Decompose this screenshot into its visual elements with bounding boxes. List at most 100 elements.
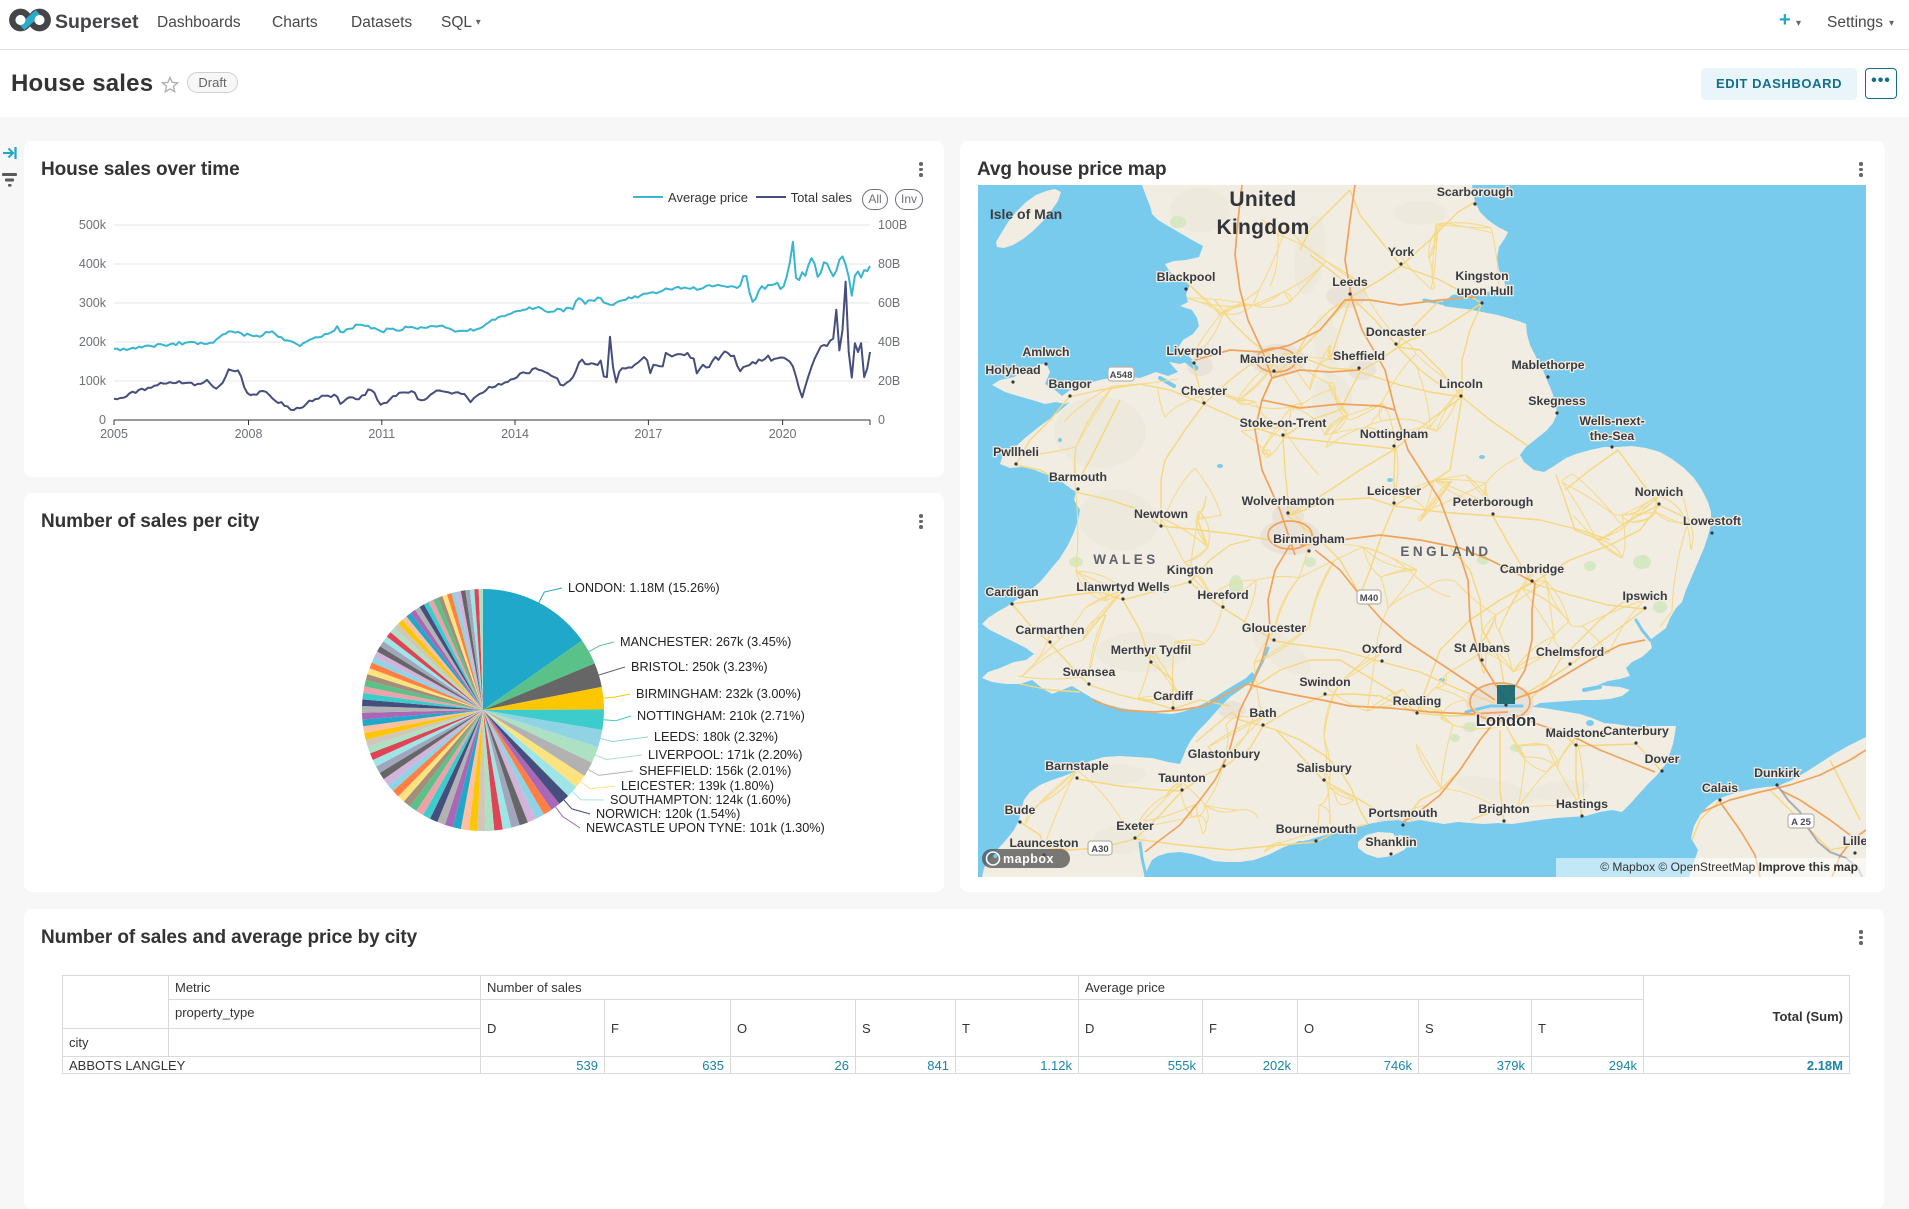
svg-text:Newtown: Newtown — [1134, 507, 1188, 521]
svg-text:Sheffield: Sheffield — [1333, 349, 1385, 363]
svg-text:ENGLAND: ENGLAND — [1400, 544, 1491, 559]
svg-text:Barnstaple: Barnstaple — [1045, 759, 1109, 773]
svg-text:Swansea: Swansea — [1063, 665, 1116, 679]
svg-text:Stoke-on-Trent: Stoke-on-Trent — [1240, 416, 1327, 430]
svg-text:NOTTINGHAM: 210k (2.71%): NOTTINGHAM: 210k (2.71%) — [637, 709, 805, 723]
svg-text:Kington: Kington — [1167, 563, 1213, 577]
svg-text:Liverpool: Liverpool — [1166, 344, 1221, 358]
svg-text:LONDON: 1.18M (15.26%): LONDON: 1.18M (15.26%) — [568, 581, 720, 595]
svg-text:MANCHESTER: 267k (3.45%): MANCHESTER: 267k (3.45%) — [620, 635, 791, 649]
svg-text:Merthyr Tydfil: Merthyr Tydfil — [1111, 643, 1191, 657]
svg-text:Oxford: Oxford — [1362, 642, 1402, 656]
svg-text:Hereford: Hereford — [1197, 588, 1248, 602]
svg-text:2011: 2011 — [368, 427, 395, 441]
svg-text:Barmouth: Barmouth — [1049, 470, 1107, 484]
svg-text:Lille: Lille — [1843, 834, 1866, 848]
svg-text:Manchester: Manchester — [1240, 352, 1309, 366]
svg-text:Isle of Man: Isle of Man — [990, 206, 1062, 222]
svg-text:Chelmsford: Chelmsford — [1536, 645, 1604, 659]
svg-text:400k: 400k — [79, 257, 107, 271]
svg-text:Lowestoft: Lowestoft — [1683, 514, 1741, 528]
svg-text:Exeter: Exeter — [1116, 819, 1154, 833]
svg-text:Launceston: Launceston — [1009, 836, 1078, 850]
svg-text:Bournemouth: Bournemouth — [1276, 822, 1357, 836]
svg-text:the-Sea: the-Sea — [1590, 429, 1635, 443]
svg-text:LIVERPOOL: 171k (2.20%): LIVERPOOL: 171k (2.20%) — [648, 748, 802, 762]
svg-text:Mablethorpe: Mablethorpe — [1511, 358, 1584, 372]
svg-text:Leeds: Leeds — [1332, 275, 1368, 289]
svg-text:80B: 80B — [878, 257, 900, 271]
svg-text:Swindon: Swindon — [1299, 675, 1350, 689]
svg-text:© Mapbox © OpenStreetMap Impro: © Mapbox © OpenStreetMap Improve this ma… — [1600, 860, 1858, 874]
svg-text:2020: 2020 — [769, 427, 797, 441]
svg-text:London: London — [1476, 712, 1536, 730]
svg-text:NEWCASTLE UPON TYNE: 101k (1.3: NEWCASTLE UPON TYNE: 101k (1.30%) — [586, 821, 825, 835]
svg-text:Holyhead: Holyhead — [985, 363, 1040, 377]
svg-text:Portsmouth: Portsmouth — [1369, 806, 1438, 820]
svg-text:BRISTOL: 250k (3.23%): BRISTOL: 250k (3.23%) — [631, 660, 768, 674]
svg-text:Skegness: Skegness — [1528, 394, 1586, 408]
svg-text:Bangor: Bangor — [1048, 377, 1091, 391]
svg-text:M40: M40 — [1360, 593, 1378, 604]
svg-text:0: 0 — [99, 413, 106, 427]
svg-text:Scarborough: Scarborough — [1437, 185, 1514, 199]
svg-text:York: York — [1388, 245, 1415, 259]
svg-text:mapbox: mapbox — [1003, 852, 1054, 866]
svg-text:Bude: Bude — [1005, 803, 1036, 817]
svg-text:Birmingham: Birmingham — [1273, 532, 1345, 546]
svg-text:Hastings: Hastings — [1556, 797, 1608, 811]
svg-text:A 25: A 25 — [1791, 817, 1811, 828]
svg-text:SHEFFIELD: 156k (2.01%): SHEFFIELD: 156k (2.01%) — [639, 764, 791, 778]
svg-text:Gloucester: Gloucester — [1242, 621, 1306, 635]
svg-text:100B: 100B — [878, 218, 907, 232]
svg-text:Nottingham: Nottingham — [1360, 427, 1428, 441]
svg-text:300k: 300k — [79, 296, 107, 310]
svg-text:0: 0 — [878, 413, 885, 427]
svg-text:Amlwch: Amlwch — [1022, 345, 1069, 359]
svg-text:2017: 2017 — [634, 427, 662, 441]
svg-text:100k: 100k — [79, 374, 107, 388]
svg-text:Brighton: Brighton — [1478, 802, 1529, 816]
svg-text:Blackpool: Blackpool — [1157, 270, 1216, 284]
svg-text:Llanwrtyd Wells: Llanwrtyd Wells — [1076, 580, 1170, 594]
svg-text:Norwich: Norwich — [1635, 485, 1684, 499]
svg-text:Dunkirk: Dunkirk — [1754, 766, 1800, 780]
svg-text:Taunton: Taunton — [1158, 771, 1206, 785]
svg-text:NORWICH: 120k (1.54%): NORWICH: 120k (1.54%) — [596, 807, 740, 821]
svg-text:A30: A30 — [1091, 844, 1108, 855]
svg-text:Cambridge: Cambridge — [1500, 562, 1564, 576]
svg-text:Maidstone: Maidstone — [1546, 726, 1607, 740]
svg-text:20B: 20B — [878, 374, 900, 388]
svg-text:200k: 200k — [79, 335, 107, 349]
svg-text:Kingston: Kingston — [1455, 269, 1508, 283]
svg-text:Canterbury: Canterbury — [1603, 724, 1669, 738]
svg-text:St Albans: St Albans — [1454, 641, 1510, 655]
svg-text:Chester: Chester — [1181, 384, 1227, 398]
svg-text:Cardiff: Cardiff — [1153, 689, 1194, 703]
svg-text:500k: 500k — [79, 218, 107, 232]
svg-text:WALES: WALES — [1093, 552, 1159, 567]
svg-text:LEEDS: 180k (2.32%): LEEDS: 180k (2.32%) — [654, 730, 778, 744]
svg-text:Reading: Reading — [1393, 694, 1442, 708]
svg-text:40B: 40B — [878, 335, 900, 349]
svg-text:Bath: Bath — [1249, 706, 1276, 720]
svg-text:Wells-next-: Wells-next- — [1579, 414, 1644, 428]
svg-text:BIRMINGHAM: 232k (3.00%): BIRMINGHAM: 232k (3.00%) — [636, 687, 801, 701]
svg-text:Pwllheli: Pwllheli — [993, 445, 1039, 459]
svg-text:Dover: Dover — [1645, 752, 1680, 766]
svg-text:Carmarthen: Carmarthen — [1015, 623, 1084, 637]
svg-text:A548: A548 — [1110, 370, 1133, 381]
svg-text:Leicester: Leicester — [1367, 484, 1421, 498]
svg-text:Lincoln: Lincoln — [1439, 377, 1483, 391]
svg-text:Kingdom: Kingdom — [1216, 216, 1309, 239]
svg-text:Calais: Calais — [1702, 781, 1738, 795]
svg-text:60B: 60B — [878, 296, 900, 310]
svg-text:Glastonbury: Glastonbury — [1188, 747, 1261, 761]
svg-text:SOUTHAMPTON: 124k (1.60%): SOUTHAMPTON: 124k (1.60%) — [610, 793, 791, 807]
svg-text:Salisbury: Salisbury — [1296, 761, 1352, 775]
svg-text:United: United — [1229, 188, 1296, 211]
svg-text:2008: 2008 — [235, 427, 263, 441]
svg-text:upon Hull: upon Hull — [1457, 284, 1514, 298]
svg-text:Cardigan: Cardigan — [985, 585, 1038, 599]
svg-text:LEICESTER: 139k (1.80%): LEICESTER: 139k (1.80%) — [621, 779, 774, 793]
